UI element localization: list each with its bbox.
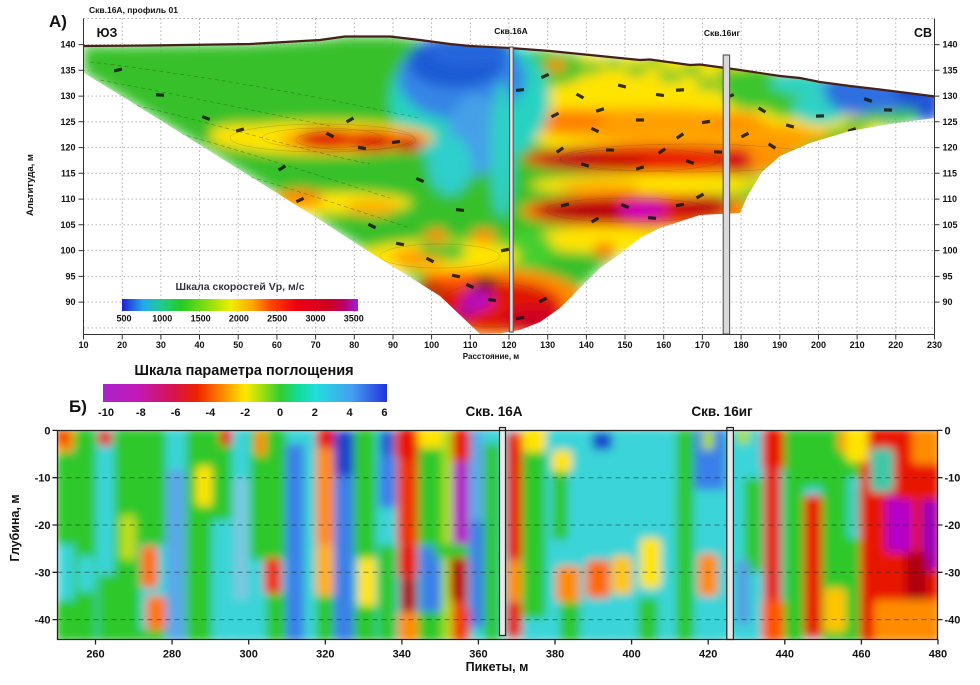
- svg-text:Скв. 16А: Скв. 16А: [465, 404, 522, 419]
- svg-text:0: 0: [945, 425, 951, 437]
- svg-text:420: 420: [699, 649, 717, 661]
- svg-text:120: 120: [501, 340, 516, 350]
- svg-text:340: 340: [393, 649, 411, 661]
- svg-text:3500: 3500: [344, 314, 364, 324]
- svg-text:125: 125: [60, 117, 75, 127]
- svg-text:-10: -10: [945, 473, 961, 485]
- svg-text:-30: -30: [945, 567, 961, 579]
- svg-text:-4: -4: [206, 407, 217, 419]
- svg-text:-2: -2: [240, 407, 250, 419]
- svg-text:230: 230: [927, 340, 942, 350]
- svg-text:110: 110: [943, 194, 958, 204]
- svg-text:2500: 2500: [267, 314, 287, 324]
- svg-text:-20: -20: [35, 520, 51, 532]
- svg-text:95: 95: [65, 271, 75, 281]
- svg-text:120: 120: [943, 143, 958, 153]
- svg-text:135: 135: [943, 65, 958, 75]
- svg-text:105: 105: [943, 220, 958, 230]
- svg-text:500: 500: [116, 314, 131, 324]
- svg-text:460: 460: [852, 649, 870, 661]
- svg-text:115: 115: [943, 168, 958, 178]
- svg-text:30: 30: [156, 340, 166, 350]
- svg-text:-6: -6: [171, 407, 181, 419]
- svg-text:10: 10: [78, 340, 88, 350]
- svg-text:Скв.16А, профиль 01: Скв.16А, профиль 01: [89, 5, 178, 15]
- svg-text:115: 115: [61, 168, 76, 178]
- svg-text:150: 150: [618, 340, 633, 350]
- svg-text:130: 130: [60, 91, 75, 101]
- svg-text:140: 140: [943, 40, 958, 50]
- svg-text:100: 100: [424, 340, 439, 350]
- svg-text:-10: -10: [98, 407, 114, 419]
- svg-text:440: 440: [776, 649, 794, 661]
- svg-text:210: 210: [850, 340, 865, 350]
- svg-text:280: 280: [163, 649, 181, 661]
- svg-text:50: 50: [233, 340, 243, 350]
- svg-text:130: 130: [943, 91, 958, 101]
- svg-text:Скв. 16иг: Скв. 16иг: [691, 404, 753, 419]
- svg-text:Б): Б): [69, 397, 87, 416]
- svg-text:125: 125: [943, 117, 958, 127]
- svg-text:-20: -20: [945, 520, 961, 532]
- svg-text:110: 110: [61, 194, 76, 204]
- svg-text:95: 95: [943, 271, 953, 281]
- svg-text:200: 200: [811, 340, 826, 350]
- svg-text:-8: -8: [136, 407, 146, 419]
- svg-text:Расстояние, м: Расстояние, м: [463, 352, 519, 361]
- svg-text:90: 90: [65, 297, 75, 307]
- svg-text:105: 105: [60, 220, 75, 230]
- svg-text:70: 70: [311, 340, 321, 350]
- svg-text:Шкала параметра поглощения: Шкала параметра поглощения: [134, 363, 353, 379]
- svg-text:0: 0: [44, 425, 50, 437]
- svg-text:20: 20: [117, 340, 127, 350]
- svg-text:320: 320: [316, 649, 334, 661]
- svg-text:260: 260: [86, 649, 104, 661]
- svg-text:90: 90: [943, 297, 953, 307]
- svg-text:480: 480: [929, 649, 947, 661]
- svg-text:Альтитуда, м: Альтитуда, м: [25, 154, 36, 216]
- svg-text:Пикеты, м: Пикеты, м: [466, 660, 529, 674]
- svg-text:160: 160: [656, 340, 671, 350]
- svg-text:90: 90: [388, 340, 398, 350]
- svg-text:140: 140: [60, 40, 75, 50]
- svg-text:СВ: СВ: [914, 26, 932, 40]
- svg-text:140: 140: [579, 340, 594, 350]
- svg-text:100: 100: [60, 246, 75, 256]
- svg-text:-10: -10: [35, 473, 51, 485]
- svg-text:3000: 3000: [305, 314, 325, 324]
- svg-text:380: 380: [546, 649, 564, 661]
- svg-text:60: 60: [272, 340, 282, 350]
- svg-text:400: 400: [622, 649, 640, 661]
- svg-text:Шкала скоростей Vp, м/с: Шкала скоростей Vp, м/с: [175, 281, 304, 293]
- svg-text:120: 120: [60, 143, 75, 153]
- svg-text:0: 0: [277, 407, 283, 419]
- svg-text:ЮЗ: ЮЗ: [97, 26, 118, 40]
- svg-text:2000: 2000: [229, 314, 249, 324]
- svg-text:135: 135: [60, 65, 75, 75]
- svg-text:4: 4: [347, 407, 354, 419]
- svg-text:40: 40: [195, 340, 205, 350]
- svg-text:130: 130: [540, 340, 555, 350]
- svg-text:-30: -30: [35, 567, 51, 579]
- svg-text:6: 6: [381, 407, 387, 419]
- svg-text:360: 360: [469, 649, 487, 661]
- svg-text:170: 170: [695, 340, 710, 350]
- svg-text:2: 2: [312, 407, 318, 419]
- svg-text:Глубина, м: Глубина, м: [8, 494, 22, 561]
- svg-text:220: 220: [888, 340, 903, 350]
- svg-text:190: 190: [772, 340, 787, 350]
- svg-text:Скв.16А: Скв.16А: [494, 26, 528, 36]
- svg-text:100: 100: [943, 246, 958, 256]
- svg-text:1000: 1000: [152, 314, 172, 324]
- svg-text:Скв.16иг: Скв.16иг: [704, 28, 741, 38]
- svg-text:180: 180: [734, 340, 749, 350]
- svg-text:110: 110: [463, 340, 478, 350]
- svg-text:-40: -40: [945, 615, 961, 627]
- svg-text:1500: 1500: [191, 314, 211, 324]
- svg-text:300: 300: [240, 649, 258, 661]
- svg-text:А): А): [49, 12, 67, 31]
- svg-text:-40: -40: [35, 615, 51, 627]
- svg-text:80: 80: [349, 340, 359, 350]
